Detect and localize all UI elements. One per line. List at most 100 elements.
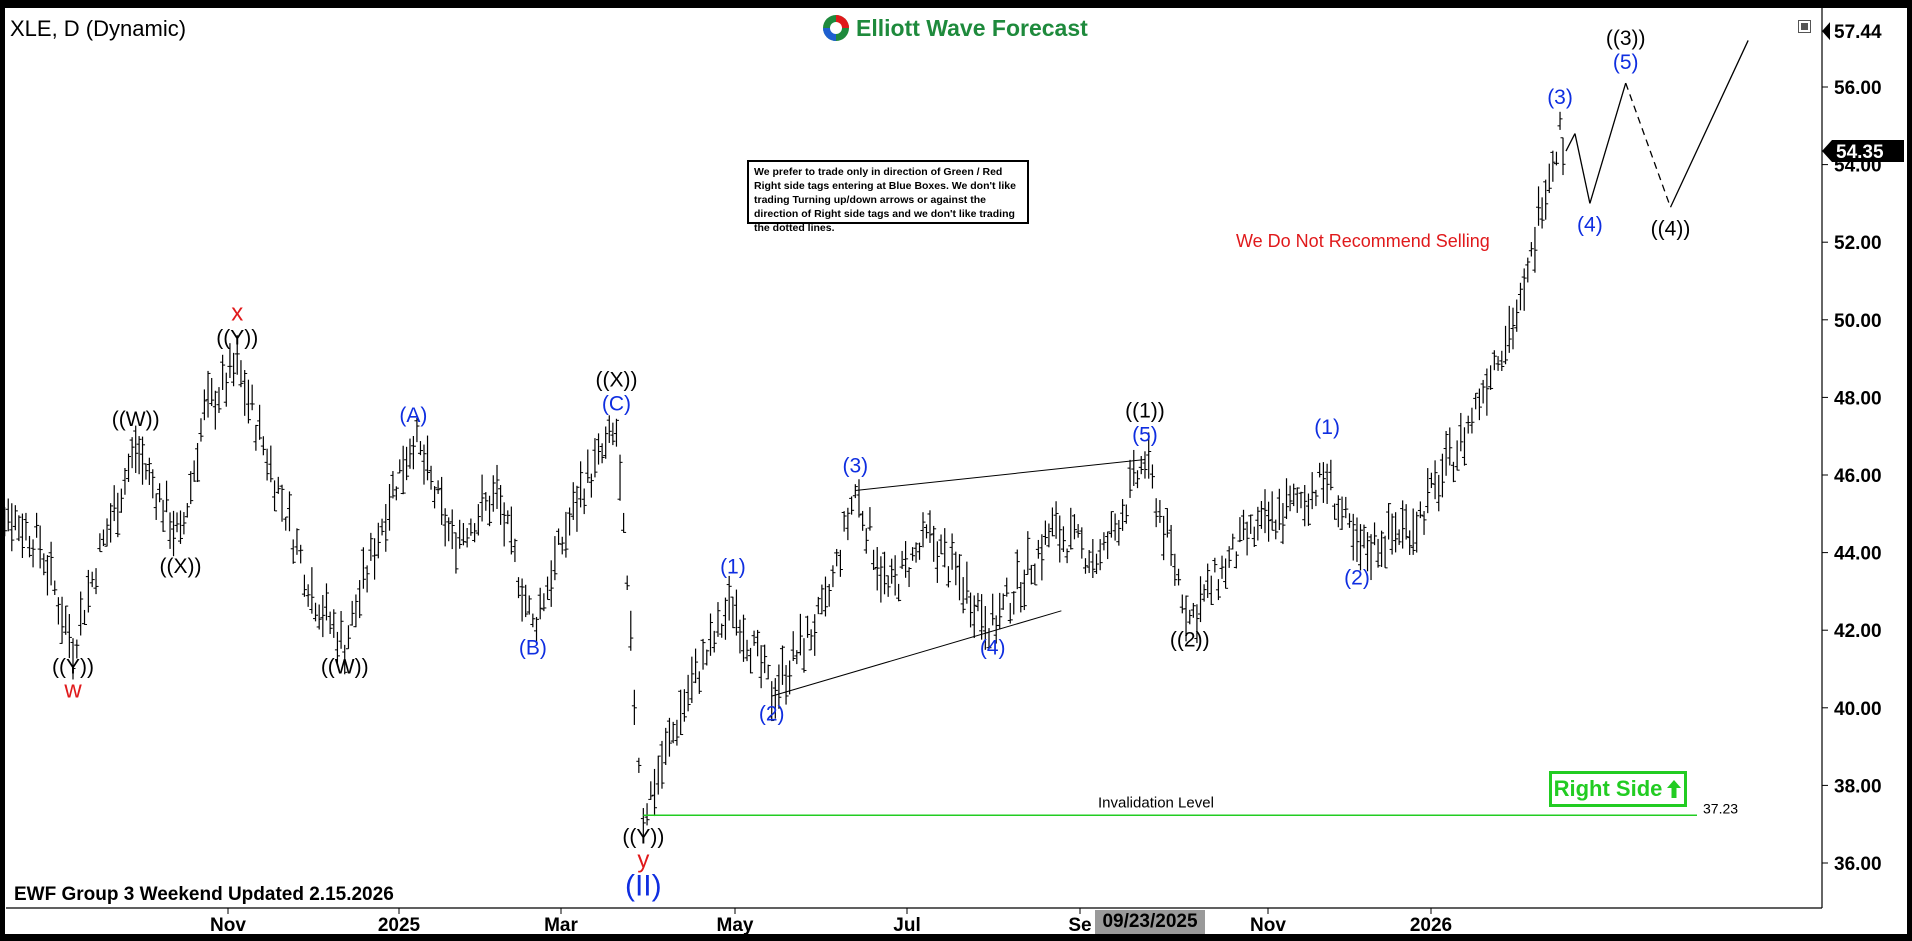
restore-window-icon[interactable] xyxy=(1798,20,1811,33)
price-bar xyxy=(1393,512,1399,553)
top-price-box xyxy=(1826,19,1904,44)
price-bar xyxy=(253,424,259,451)
wave-label: y xyxy=(637,846,649,873)
wave-label: ((3)) xyxy=(1606,27,1646,50)
price-bar xyxy=(63,605,69,635)
price-bar xyxy=(1553,151,1559,166)
price-bar xyxy=(588,473,594,498)
price-bar xyxy=(174,512,180,533)
price-bar xyxy=(1090,539,1096,579)
price-bar xyxy=(1525,257,1531,283)
price-bar xyxy=(55,597,61,625)
price-bar xyxy=(1183,595,1189,642)
price-bar xyxy=(938,534,944,555)
trend-lines xyxy=(771,458,1146,697)
price-bar xyxy=(1532,226,1538,273)
price-bar xyxy=(108,503,114,543)
price-bar xyxy=(334,631,340,663)
price-bar xyxy=(797,613,803,656)
price-bar xyxy=(1328,459,1334,491)
x-tick-label: Nov xyxy=(210,915,246,936)
price-bar xyxy=(78,591,84,636)
price-bar xyxy=(34,512,40,538)
price-bar xyxy=(1153,498,1159,528)
price-bar xyxy=(1447,427,1453,466)
price-bar xyxy=(834,548,840,567)
price-bar xyxy=(1215,579,1221,601)
price-bar xyxy=(48,541,54,586)
price-bar xyxy=(1294,487,1300,513)
price-bar xyxy=(171,510,177,557)
price-bar xyxy=(331,609,337,638)
price-bar xyxy=(446,517,452,542)
price-bar xyxy=(70,638,76,680)
price-bar xyxy=(357,580,363,619)
price-bar xyxy=(191,460,197,482)
price-bar xyxy=(407,438,413,469)
price-bar xyxy=(1108,511,1114,538)
price-bar xyxy=(242,370,248,416)
updated-stamp: EWF Group 3 Weekend Updated 2.15.2026 xyxy=(14,884,394,905)
price-bar xyxy=(917,542,923,560)
price-bar xyxy=(1018,581,1024,613)
price-bar xyxy=(372,538,378,580)
price-bar xyxy=(1305,493,1311,526)
price-bar xyxy=(534,616,540,642)
price-bar xyxy=(1248,514,1254,534)
price-bar xyxy=(1161,515,1167,561)
price-bar xyxy=(574,485,580,532)
price-bar xyxy=(16,515,22,542)
wave-label: ((W)) xyxy=(112,408,160,431)
price-bar xyxy=(819,584,825,615)
price-bar xyxy=(700,638,706,670)
price-bar xyxy=(1421,511,1427,535)
price-bar xyxy=(1025,531,1031,575)
price-bar xyxy=(468,518,474,536)
price-bar xyxy=(942,528,948,568)
price-bar xyxy=(1094,553,1100,574)
price-bar xyxy=(1205,563,1211,598)
price-bar xyxy=(906,567,912,588)
price-bar xyxy=(1127,459,1133,498)
price-bar xyxy=(1135,470,1141,489)
price-bar xyxy=(498,485,504,525)
price-bar xyxy=(1503,325,1509,365)
price-bar xyxy=(44,555,50,596)
price-bar xyxy=(1258,501,1264,529)
right-side-tag: Right Side xyxy=(1549,771,1687,807)
price-bar xyxy=(364,565,370,593)
price-bar xyxy=(885,575,891,597)
price-bar xyxy=(1198,576,1204,623)
wave-label: (B) xyxy=(519,636,547,659)
price-bar xyxy=(863,528,869,554)
price-bar xyxy=(968,592,974,628)
y-tick-label: 38.00 xyxy=(1834,776,1882,797)
price-bar xyxy=(1432,460,1438,500)
price-bar xyxy=(523,584,529,618)
price-bar xyxy=(23,512,29,541)
price-bar xyxy=(41,553,47,576)
price-bar xyxy=(1000,593,1006,610)
price-bar xyxy=(762,644,768,674)
price-bar xyxy=(1230,533,1236,550)
price-bar xyxy=(349,600,355,626)
x-tick-label: 2025 xyxy=(378,915,421,936)
price-bar xyxy=(751,630,757,646)
price-bar xyxy=(776,664,782,709)
price-bar xyxy=(693,648,699,684)
price-bar xyxy=(85,569,91,613)
price-bar xyxy=(1244,521,1250,556)
recommendation-text: We Do Not Recommend Selling xyxy=(1236,231,1490,251)
price-bar xyxy=(439,476,445,525)
price-bar xyxy=(812,614,818,656)
price-bar xyxy=(889,558,895,584)
price-bar xyxy=(1536,186,1542,226)
price-bar xyxy=(1131,449,1137,486)
price-bar xyxy=(1060,526,1066,553)
price-bar xyxy=(826,583,832,607)
projection-segment xyxy=(1625,82,1672,208)
price-bar xyxy=(1262,489,1268,534)
price-bar xyxy=(559,536,565,555)
price-bar xyxy=(188,471,194,505)
price-bar xyxy=(563,511,569,558)
